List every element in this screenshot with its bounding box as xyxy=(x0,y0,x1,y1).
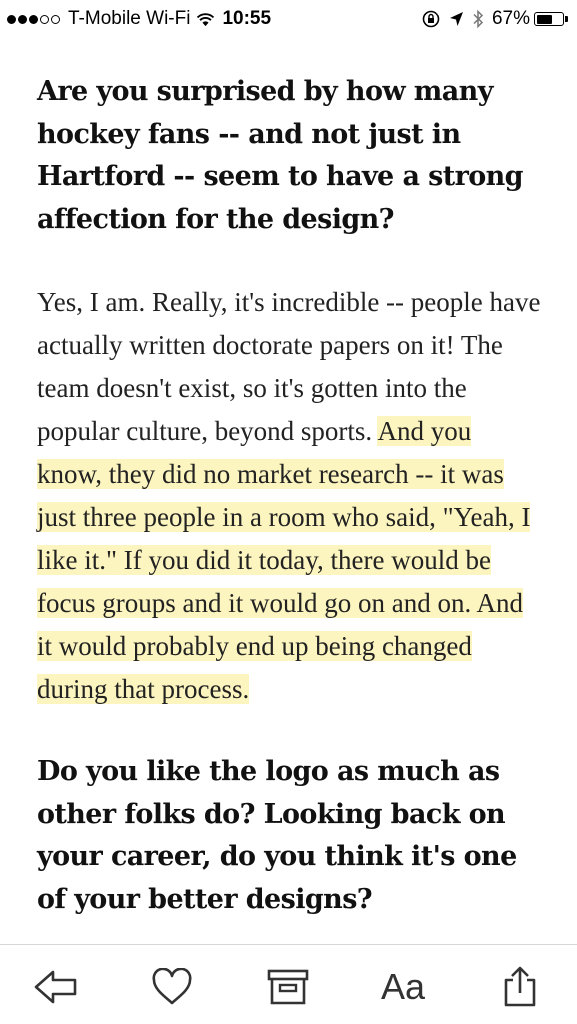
battery-percent: 67% xyxy=(491,8,530,29)
answer-1-text: Yes, I am. Really, it's incredible -- pe… xyxy=(37,287,541,446)
article-body: Are you surprised by how many hockey fan… xyxy=(37,71,542,921)
battery-icon xyxy=(534,12,564,26)
share-button[interactable] xyxy=(497,965,543,1009)
rotation-lock-icon xyxy=(422,10,441,28)
status-left: T-Mobile Wi-Fi 10:55 xyxy=(7,8,271,30)
location-arrow-icon xyxy=(449,12,463,26)
share-icon xyxy=(504,966,536,1007)
back-button[interactable] xyxy=(33,965,79,1009)
archive-button[interactable] xyxy=(265,965,311,1009)
cellular-signal-icon xyxy=(7,14,62,24)
battery-nub xyxy=(565,16,568,22)
clock-time: 10:55 xyxy=(222,8,272,29)
back-arrow-icon xyxy=(34,970,77,1004)
carrier-name: T-Mobile Wi-Fi xyxy=(68,8,191,29)
bluetooth-icon xyxy=(473,9,484,29)
archive-icon xyxy=(267,969,309,1005)
interview-answer-1: Yes, I am. Really, it's incredible -- pe… xyxy=(37,281,542,711)
battery-level-fill xyxy=(536,14,553,24)
answer-1-highlighted-text[interactable]: And you know, they did no market researc… xyxy=(37,416,531,704)
font-size-button[interactable]: Aa xyxy=(380,965,426,1009)
favorite-button[interactable] xyxy=(149,965,195,1009)
heart-icon xyxy=(152,968,192,1005)
bottom-toolbar: Aa xyxy=(0,944,577,1024)
font-size-icon: Aa xyxy=(380,966,426,1007)
status-bar: T-Mobile Wi-Fi 10:55 67% xyxy=(0,0,577,40)
wifi-icon xyxy=(197,12,215,26)
interview-question-2: Do you like the logo as much as other fo… xyxy=(37,756,517,915)
status-right: 67% xyxy=(421,8,568,30)
interview-question-1: Are you surprised by how many hockey fan… xyxy=(37,76,524,235)
